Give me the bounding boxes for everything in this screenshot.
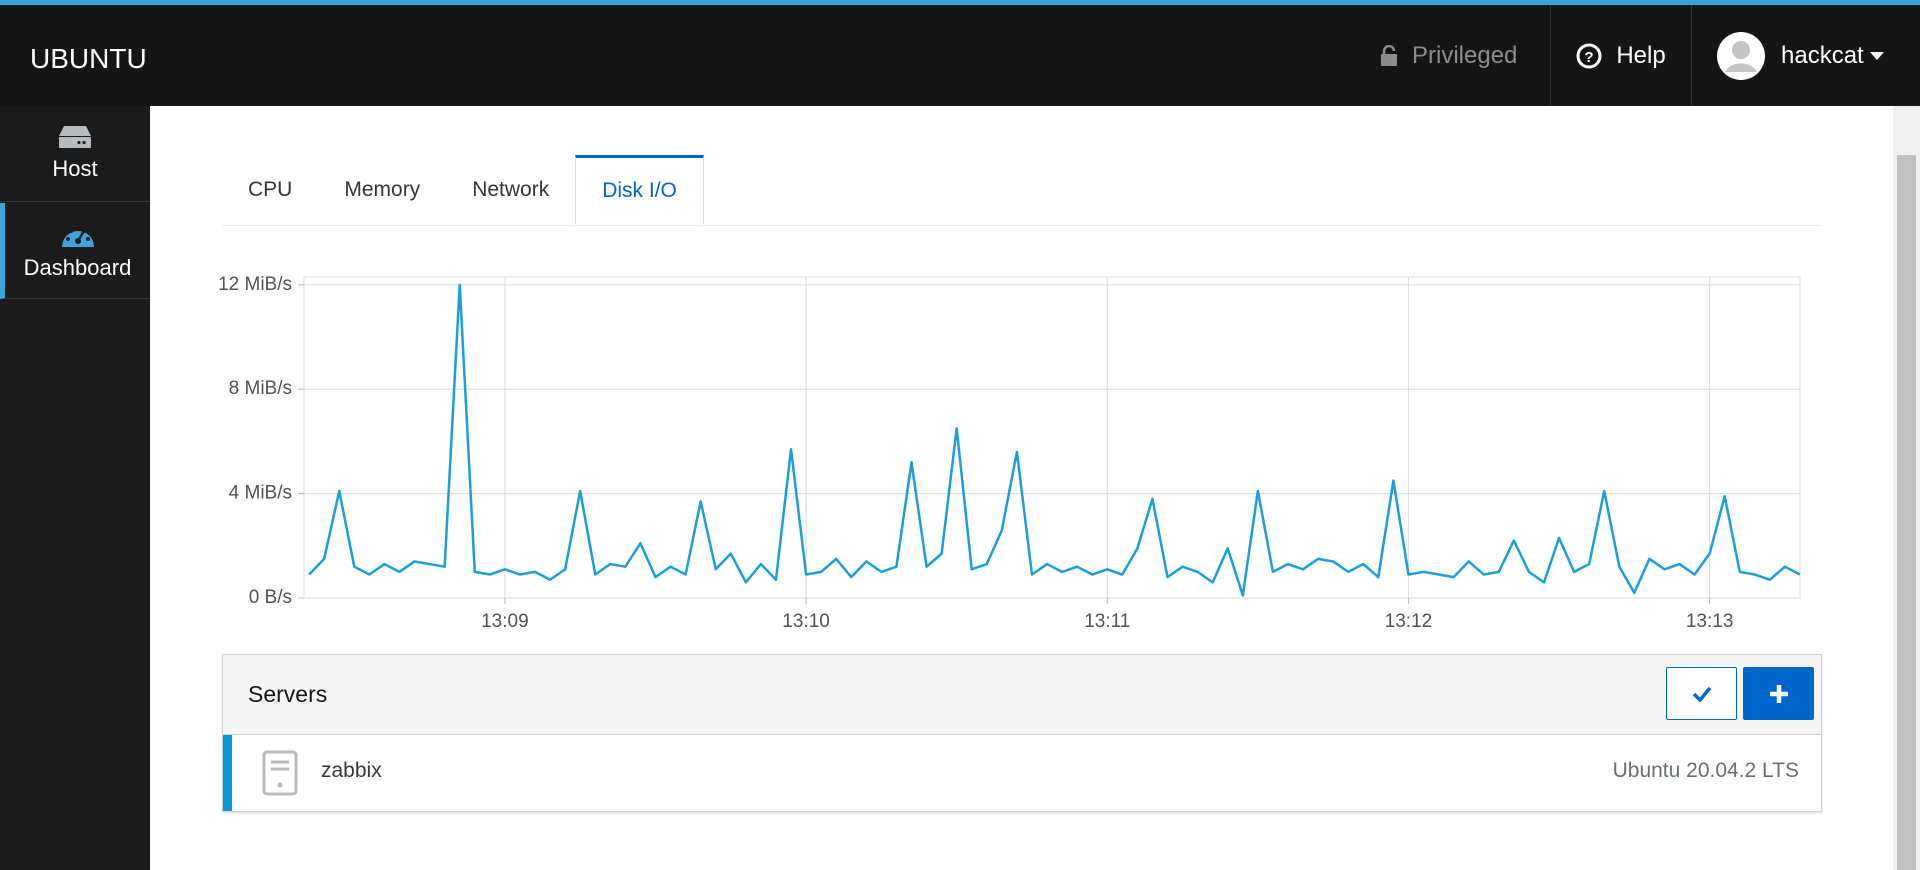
server-os: Ubuntu 20.04.2 LTS bbox=[1612, 759, 1799, 782]
help-icon: ? bbox=[1576, 43, 1602, 68]
nav-host[interactable]: Host bbox=[0, 106, 150, 202]
server-icon bbox=[262, 750, 298, 796]
disk-io-chart: 0 B/s 4 MiB/s 8 MiB/s 12 MiB/s 13:09 13:10 13:… bbox=[218, 274, 1801, 632]
edit-button[interactable] bbox=[1666, 667, 1737, 720]
tab[interactable]: Network bbox=[472, 178, 550, 201]
scrollbar-thumb[interactable] bbox=[1897, 155, 1916, 870]
add-button[interactable] bbox=[1743, 667, 1814, 720]
data-line bbox=[308, 283, 1801, 597]
tab[interactable]: Memory bbox=[344, 178, 421, 201]
top-bar: UBUNTU Privileged ? Help hackcat bbox=[0, 5, 1920, 106]
avatar bbox=[1717, 31, 1765, 80]
nav-dashboard[interactable]: Dashboard bbox=[0, 203, 150, 299]
panel-header: Servers bbox=[223, 655, 1821, 735]
privileged-label: Privileged bbox=[1412, 41, 1518, 69]
host-icon bbox=[59, 126, 91, 148]
svg-text:?: ? bbox=[1585, 49, 1594, 66]
plot-frame bbox=[303, 276, 1801, 599]
tab[interactable]: CPU bbox=[248, 178, 293, 201]
plus-icon bbox=[1769, 684, 1788, 703]
privileged-toggle[interactable]: Privileged bbox=[1380, 5, 1550, 106]
panel-title: Servers bbox=[248, 681, 328, 707]
servers-panel: Servers zabbix Ubuntu 20.04.2 LTS bbox=[222, 654, 1822, 812]
tab-active[interactable]: Disk I/O bbox=[575, 155, 704, 225]
brand[interactable]: UBUNTU bbox=[30, 43, 147, 74]
nav-label: Dashboard bbox=[23, 255, 132, 280]
help-label: Help bbox=[1616, 41, 1666, 69]
x-tick-label: 13:13 bbox=[1686, 611, 1734, 632]
x-tick-label: 13:10 bbox=[782, 611, 830, 632]
nav-label: Host bbox=[52, 156, 98, 181]
x-tick-label: 13:12 bbox=[1385, 611, 1433, 632]
server-name: zabbix bbox=[321, 759, 382, 782]
y-tick-label: 12 MiB/s bbox=[218, 274, 292, 295]
sidebar: Host Dashboard bbox=[0, 106, 150, 870]
x-tick-label: 13:11 bbox=[1084, 611, 1130, 632]
check-icon bbox=[1692, 686, 1711, 702]
y-tick-label: 0 B/s bbox=[249, 587, 292, 608]
server-row[interactable]: zabbix Ubuntu 20.04.2 LTS bbox=[223, 735, 1821, 811]
y-tick-label: 8 MiB/s bbox=[229, 378, 292, 399]
tab-bar: CPU Memory Network Disk I/O bbox=[222, 155, 1822, 226]
x-tick-label: 13:09 bbox=[481, 611, 529, 632]
lock-icon bbox=[1381, 44, 1397, 66]
dashboard-icon bbox=[61, 226, 94, 247]
top-accent bbox=[0, 0, 1920, 5]
user-menu[interactable]: hackcat bbox=[1691, 5, 1920, 106]
help-menu[interactable]: ? Help bbox=[1550, 5, 1691, 106]
y-tick-label: 4 MiB/s bbox=[229, 483, 292, 504]
user-label: hackcat bbox=[1781, 41, 1864, 69]
caret bbox=[1869, 51, 1884, 60]
